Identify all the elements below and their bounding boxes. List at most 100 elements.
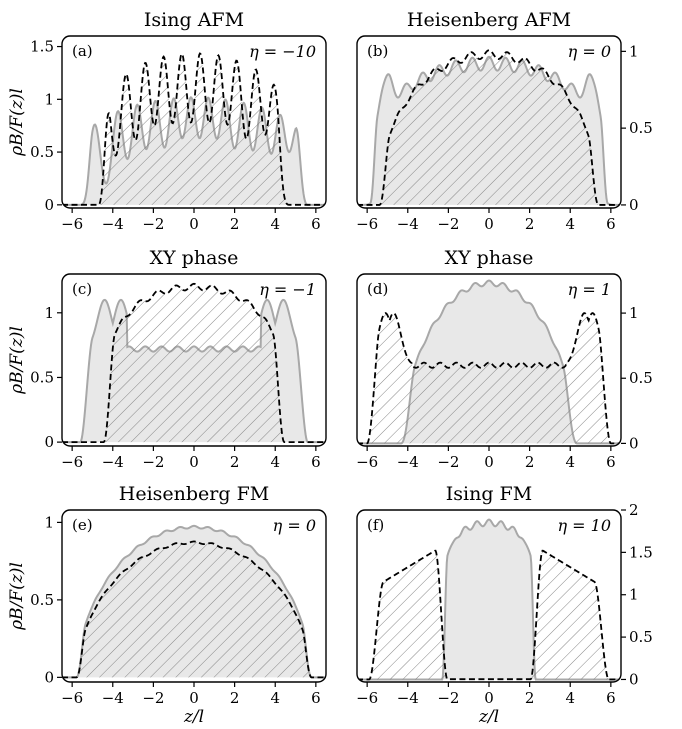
x-tick-label: 0 xyxy=(189,689,199,707)
x-tick-label: 0 xyxy=(189,453,199,471)
panel-title: Ising AFM xyxy=(144,9,244,31)
y-tick-label: 1 xyxy=(629,42,639,60)
panel-title: XY phase xyxy=(445,247,534,269)
y-tick-label: 1.5 xyxy=(629,543,653,561)
x-tick-label: −6 xyxy=(356,689,378,707)
series-line-bosons xyxy=(62,524,326,679)
y-tick-label: 0.5 xyxy=(629,628,653,646)
panel-label: (b) xyxy=(367,42,388,60)
panel-title: Heisenberg AFM xyxy=(407,9,571,31)
x-tick-label: 4 xyxy=(565,453,575,471)
series-line-fermions xyxy=(62,540,326,679)
panel-label: (a) xyxy=(72,42,93,60)
plot-area xyxy=(62,282,326,444)
x-tick-label: 0 xyxy=(189,215,199,233)
x-tick-label: 0 xyxy=(484,689,494,707)
panel-d: XY phase−6 −4 −2 0 2 4 600.51(d) η = 1 xyxy=(356,247,653,471)
series-fill-fermions xyxy=(62,283,326,443)
x-tick-label: −2 xyxy=(437,689,459,707)
panel-e: Heisenberg FM −6 −4 −2 0 2 4 6 0 0.5 1 (e) η = 0 ρB/F… xyxy=(7,483,327,727)
eta-annotation: η = −1 xyxy=(259,280,316,299)
x-tick-label: −6 xyxy=(356,215,378,233)
plot-area xyxy=(62,52,326,206)
x-tick-label: −6 xyxy=(356,453,378,471)
x-tick-label: 6 xyxy=(311,215,321,233)
panel-c: XY phase −6 −4 −2 0 2 4 6 0 0.5 1 (c) η = −1 ρB/F(z)l xyxy=(7,247,327,471)
x-tick-label: 6 xyxy=(606,215,616,233)
series-fill-fermions xyxy=(357,313,621,444)
y-tick-label: 0.5 xyxy=(30,143,54,161)
x-axis-label: z/l xyxy=(478,707,499,727)
y-tick-label: 2 xyxy=(629,501,639,519)
x-tick-label: −6 xyxy=(61,215,83,233)
y-tick-label: 1.5 xyxy=(30,38,54,56)
panel-label: (e) xyxy=(72,516,93,534)
y-tick-label: 0 xyxy=(44,668,54,686)
y-tick-label: 0.5 xyxy=(30,368,54,386)
panel-title: Heisenberg FM xyxy=(119,483,269,505)
plot-area xyxy=(357,49,621,206)
x-tick-label: −6 xyxy=(61,689,83,707)
panel-f: Ising FM−6 −4 −2 0 2 4 600.511.52(f) η = 10z/l xyxy=(356,483,653,727)
y-tick-label: 1 xyxy=(44,513,54,531)
x-tick-label: −4 xyxy=(397,215,419,233)
x-tick-label: 6 xyxy=(606,689,616,707)
x-tick-label: 6 xyxy=(311,453,321,471)
x-tick-label: 4 xyxy=(565,689,575,707)
series-line-fermions xyxy=(62,282,326,444)
x-tick-label: 4 xyxy=(270,453,280,471)
panel-b: Heisenberg AFM−6 −4 −2 0 2 4 600.51(b) η = 0 xyxy=(356,9,653,233)
y-tick-label: 0.5 xyxy=(629,369,653,387)
x-tick-label: −4 xyxy=(102,453,124,471)
x-tick-label: 6 xyxy=(606,453,616,471)
y-tick-label: 0 xyxy=(44,433,54,451)
panel-label: (c) xyxy=(72,280,92,298)
eta-annotation: η = 10 xyxy=(557,516,611,535)
x-tick-label: −4 xyxy=(102,215,124,233)
x-tick-label: 2 xyxy=(525,453,535,471)
panel-title: XY phase xyxy=(150,247,239,269)
x-tick-label: 0 xyxy=(484,453,494,471)
y-tick-label: 0 xyxy=(629,434,639,452)
y-tick-label: 0 xyxy=(44,196,54,214)
y-tick-label: 0.5 xyxy=(629,119,653,137)
x-tick-label: −2 xyxy=(142,215,164,233)
series-fill-fermions xyxy=(357,550,621,680)
series-line-fermions xyxy=(357,312,621,445)
x-tick-label: 2 xyxy=(525,689,535,707)
y-tick-label: 1 xyxy=(44,304,54,322)
x-tick-label: 6 xyxy=(311,689,321,707)
series-fill-fermions xyxy=(62,53,326,205)
x-tick-label: 4 xyxy=(270,689,280,707)
panel-a: Ising AFM −6 −4 −2 0 2 4 6 0 0.5 1 1.5 (a) η = −10 ρB/… xyxy=(7,9,327,233)
panel-label: (f) xyxy=(367,516,384,534)
x-tick-label: 2 xyxy=(230,453,240,471)
series-fill-fermions xyxy=(62,541,326,678)
series-line-fermions xyxy=(357,49,621,206)
y-tick-label: 0 xyxy=(629,196,639,214)
y-tick-label: 1 xyxy=(44,90,54,108)
x-tick-label: −2 xyxy=(142,453,164,471)
x-tick-label: 2 xyxy=(230,215,240,233)
x-tick-label: 2 xyxy=(525,215,535,233)
x-tick-label: 0 xyxy=(484,215,494,233)
y-axis-label: ρB/F(z)l xyxy=(7,326,27,395)
y-tick-label: 0.5 xyxy=(30,591,54,609)
eta-annotation: η = 0 xyxy=(568,42,611,61)
x-tick-label: −2 xyxy=(437,215,459,233)
y-tick-label: 1 xyxy=(629,304,639,322)
series-fill-bosons xyxy=(357,519,621,680)
x-tick-label: −4 xyxy=(102,689,124,707)
plot-area xyxy=(357,279,621,445)
eta-annotation: η = −10 xyxy=(249,42,316,61)
panel-title: Ising FM xyxy=(446,483,532,505)
x-tick-label: −4 xyxy=(397,453,419,471)
y-tick-label: 1 xyxy=(629,586,639,604)
x-tick-label: 4 xyxy=(565,215,575,233)
plot-area xyxy=(62,524,326,679)
x-axis-label: z/l xyxy=(183,707,204,727)
x-tick-label: −6 xyxy=(61,453,83,471)
eta-annotation: η = 1 xyxy=(568,280,611,299)
x-tick-label: −2 xyxy=(437,453,459,471)
